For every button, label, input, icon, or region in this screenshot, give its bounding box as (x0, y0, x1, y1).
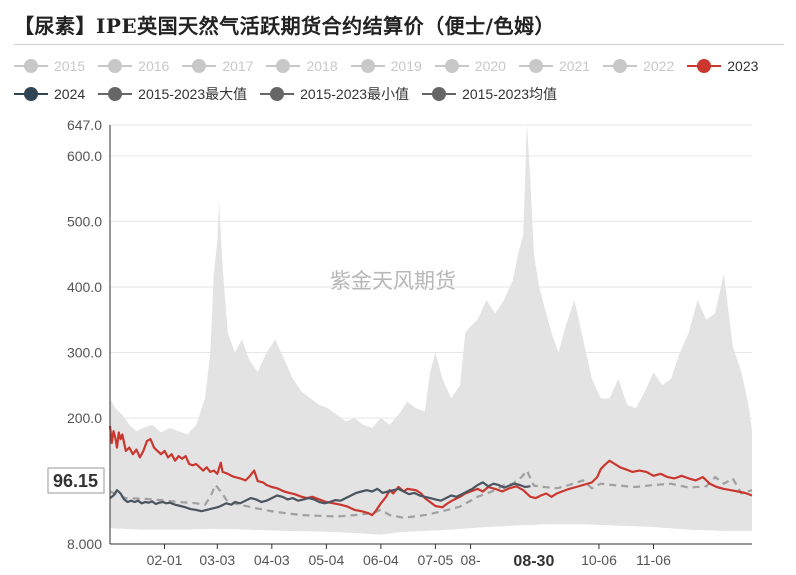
legend-item-2018[interactable]: 2018 (266, 58, 338, 74)
y-tick-label: 400.0 (67, 279, 102, 295)
x-tick-label: 05-04 (308, 552, 344, 568)
x-tick-label: 02-01 (147, 552, 183, 568)
legend: 2015 2016 2017 2018 2019 2020 2021 2022 2023 202… (14, 52, 789, 108)
legend-item-2017[interactable]: 2017 (182, 58, 253, 74)
x-tick-label: 08- (460, 552, 481, 568)
legend-swatch-icon (14, 87, 48, 101)
title-divider (14, 44, 784, 45)
legend-label: 2024 (54, 86, 86, 102)
y-tick-label: 300.0 (67, 345, 102, 361)
y-tick-label: 500.0 (67, 213, 102, 229)
legend-label: 2016 (138, 58, 170, 74)
legend-label: 2022 (643, 58, 675, 74)
legend-swatch-icon (422, 87, 457, 101)
x-axis: 02-01 03-03 04-03 05-04 06-04 07-05 08- 08-30 10… (110, 543, 752, 570)
y-pointer-value: 96.15 (53, 471, 98, 491)
y-tick-label: 200.0 (67, 410, 102, 426)
legend-row-1: 2015 2016 2017 2018 2019 2020 2021 2022 2023 (14, 52, 789, 80)
band-area (110, 123, 752, 535)
min-max-band (110, 123, 752, 535)
chart-title: 【尿素】IPE英国天然气活跃期货合约结算价（便士/色姆） (14, 14, 555, 38)
series-mean-line (109, 468, 753, 519)
series-2024-line (109, 481, 531, 513)
x-tick-label: 04-03 (254, 552, 290, 568)
legend-item-2022[interactable]: 2022 (603, 58, 674, 74)
series-2023-line (108, 425, 753, 517)
legend-label: 2023 (727, 58, 759, 74)
legend-item-2021[interactable]: 2021 (518, 58, 591, 74)
legend-label: 2018 (306, 58, 338, 74)
legend-swatch-icon (98, 87, 133, 101)
x-pointer-label: 08-30 (513, 553, 554, 570)
x-tick-label: 06-04 (363, 552, 399, 568)
legend-label: 2015 (54, 58, 86, 74)
series-lines (108, 425, 753, 519)
legend-item-2023[interactable]: 2023 (687, 58, 758, 74)
legend-swatch-icon (687, 59, 722, 73)
x-tick-label: 10-06 (581, 552, 617, 568)
legend-label: 2020 (474, 58, 506, 74)
legend-label: 2019 (390, 58, 422, 74)
x-tick-label: 03-03 (199, 552, 235, 568)
watermark-text: 紫金天风期货 (330, 269, 456, 293)
legend-swatch-icon (603, 59, 638, 73)
legend-label: 2015-2023均值 (462, 86, 558, 102)
legend-item-2015-2023最小值[interactable]: 2015-2023最小值 (260, 84, 409, 104)
y-tick-label: 647.0 (67, 117, 102, 133)
legend-row-2: 2024 2015-2023最大值 2015-2023最小值 2015-2023均值 (14, 80, 789, 108)
legend-swatch-icon (266, 59, 301, 73)
legend-label: 2015-2023最小值 (300, 86, 410, 102)
legend-item-2015-2023均值[interactable]: 2015-2023均值 (422, 84, 557, 104)
legend-item-2015-2023最大值[interactable]: 2015-2023最大值 (98, 84, 247, 104)
legend-label: 2017 (222, 58, 254, 74)
legend-swatch-icon (98, 59, 133, 73)
legend-item-2020[interactable]: 2020 (434, 58, 506, 74)
legend-item-2015[interactable]: 2015 (14, 58, 85, 74)
legend-label: 2015-2023最大值 (138, 86, 248, 102)
legend-swatch-icon (14, 59, 48, 73)
legend-item-2016[interactable]: 2016 (98, 58, 169, 74)
legend-swatch-icon (518, 59, 553, 73)
legend-swatch-icon (182, 59, 217, 73)
x-tick-label: 11-06 (636, 552, 671, 568)
x-tick-label: 07-05 (417, 552, 453, 568)
legend-swatch-icon (434, 59, 469, 73)
y-pointer-box (47, 467, 105, 494)
y-tick-label: 8.000 (67, 536, 102, 552)
y-tick-label: 600.0 (67, 148, 102, 164)
legend-item-2024[interactable]: 2024 (14, 86, 85, 102)
legend-swatch-icon (350, 59, 385, 73)
legend-item-2019[interactable]: 2019 (350, 58, 422, 74)
axis-pointer: 96.15 (47, 467, 105, 494)
legend-label: 2021 (558, 58, 591, 74)
legend-swatch-icon (260, 87, 295, 101)
